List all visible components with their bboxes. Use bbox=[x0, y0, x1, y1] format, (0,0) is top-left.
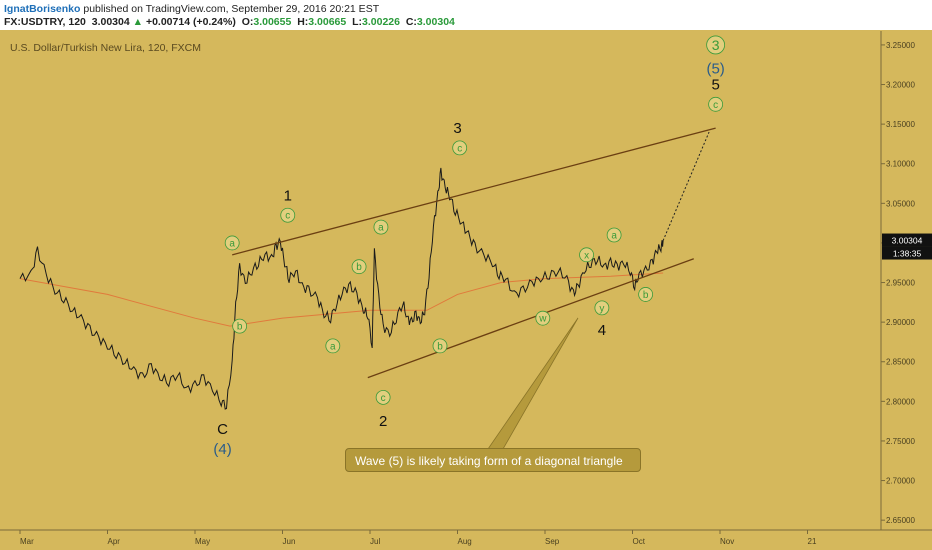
callout-pointer bbox=[487, 317, 579, 450]
upper-channel-line bbox=[232, 127, 716, 256]
wave-label: b bbox=[437, 341, 443, 352]
ohlc-line: FX:USDTRY, 120 3.00304 ▲ +0.00714 (+0.24… bbox=[4, 16, 455, 28]
x-tick-label: Jun bbox=[283, 537, 296, 546]
x-tick-label: 21 bbox=[808, 537, 817, 546]
high-value: 3.00665 bbox=[308, 16, 347, 28]
y-tick-label: 2.70000 bbox=[886, 477, 915, 486]
wave-label-circle bbox=[706, 35, 726, 55]
y-tick-label: 3.05000 bbox=[886, 199, 915, 208]
chart-title: U.S. Dollar/Turkish New Lira, 120, FXCM bbox=[10, 42, 201, 54]
wave-label: (4) bbox=[213, 441, 231, 458]
wave-label-circle bbox=[375, 389, 391, 405]
wave-label-circle bbox=[432, 338, 448, 354]
wave-label-circle bbox=[280, 207, 296, 223]
change-arrow-icon: ▲ bbox=[132, 16, 144, 28]
low-value: 3.00226 bbox=[362, 16, 400, 28]
author-name[interactable]: IgnatBorisenko bbox=[4, 3, 81, 15]
moving-average-line bbox=[19, 272, 664, 327]
wave-label: 2 bbox=[379, 413, 387, 430]
wave-label-circle bbox=[325, 338, 341, 354]
x-tick-label: Jul bbox=[370, 537, 380, 546]
y-tick-label: 2.80000 bbox=[886, 397, 915, 406]
annotation-callout[interactable]: Wave (5) is likely taking form of a diag… bbox=[345, 448, 641, 472]
wave-label-circle bbox=[638, 287, 654, 302]
y-tick-label: 3.20000 bbox=[886, 81, 915, 90]
time-badge-label: 1:38:35 bbox=[893, 249, 922, 259]
wave-label: C bbox=[217, 421, 228, 438]
wave-label: w bbox=[538, 314, 547, 325]
wave-label-circle bbox=[606, 227, 622, 243]
x-tick-label: Oct bbox=[633, 537, 646, 546]
wave-label-circle bbox=[224, 235, 240, 251]
wave-label: c bbox=[713, 100, 718, 111]
wave-label: 1 bbox=[284, 187, 292, 204]
wave-label: 4 bbox=[598, 322, 606, 339]
time-badge bbox=[882, 246, 932, 260]
y-tick-label: 2.75000 bbox=[886, 437, 915, 446]
y-tick-label: 2.65000 bbox=[886, 516, 915, 525]
wave-label: 3 bbox=[712, 37, 720, 53]
wave-label: x bbox=[584, 250, 589, 261]
wave-label: a bbox=[611, 231, 617, 242]
x-tick-label: Aug bbox=[458, 537, 472, 546]
wave-label-circle bbox=[708, 96, 724, 112]
open-label: O: bbox=[241, 16, 254, 28]
wave-label: b bbox=[356, 262, 362, 273]
close-label: C: bbox=[405, 16, 417, 28]
y-tick-label: 3.15000 bbox=[886, 120, 915, 129]
y-tick-label: 2.90000 bbox=[886, 318, 915, 327]
open-value: 3.00655 bbox=[253, 16, 292, 28]
price-badge-label: 3.00304 bbox=[892, 236, 923, 246]
lower-channel-line bbox=[367, 258, 694, 379]
symbol-label: FX:USDTRY, 120 bbox=[4, 16, 86, 28]
wave-label: b bbox=[643, 290, 649, 301]
published-text: published on TradingView.com, September … bbox=[83, 3, 380, 15]
y-tick-label: 3.25000 bbox=[886, 41, 915, 50]
price-change: +0.00714 (+0.24%) bbox=[145, 16, 236, 28]
wave-label: (5) bbox=[706, 61, 724, 78]
wave-label-circle bbox=[452, 140, 468, 156]
wave-label: y bbox=[599, 303, 604, 314]
wave-label-circle bbox=[579, 247, 594, 263]
x-tick-label: Nov bbox=[720, 537, 734, 546]
projection-line bbox=[662, 131, 710, 241]
wave-label-circle bbox=[373, 219, 389, 235]
price-axis-panel bbox=[881, 31, 932, 550]
x-tick-label: May bbox=[195, 537, 210, 546]
wave-label-circle bbox=[535, 310, 551, 326]
y-tick-label: 3.10000 bbox=[886, 160, 915, 169]
high-label: H: bbox=[297, 16, 309, 28]
last-price: 3.00304 bbox=[91, 16, 130, 28]
wave-label: c bbox=[457, 143, 462, 154]
wave-label: 3 bbox=[453, 120, 461, 137]
wave-label-circle bbox=[594, 300, 610, 316]
price-line bbox=[19, 167, 664, 410]
price-badge bbox=[882, 233, 932, 247]
wave-label: a bbox=[330, 341, 336, 352]
header-bar: IgnatBorisenko published on TradingView.… bbox=[0, 0, 932, 30]
wave-label: a bbox=[378, 223, 384, 234]
wave-label: c bbox=[381, 393, 386, 404]
y-tick-label: 2.95000 bbox=[886, 279, 915, 288]
wave-label: 5 bbox=[711, 77, 719, 94]
wave-label: b bbox=[237, 322, 243, 333]
wave-label-circle bbox=[351, 259, 367, 275]
publish-line: IgnatBorisenko published on TradingView.… bbox=[4, 3, 379, 15]
close-value: 3.00304 bbox=[416, 16, 455, 28]
x-tick-label: Apr bbox=[108, 537, 121, 546]
x-tick-label: Mar bbox=[20, 537, 34, 546]
y-tick-label: 2.85000 bbox=[886, 358, 915, 367]
x-tick-label: Sep bbox=[545, 537, 560, 546]
wave-label: a bbox=[229, 238, 235, 249]
wave-label: c bbox=[285, 211, 290, 222]
wave-label-circle bbox=[232, 318, 248, 334]
low-label: L: bbox=[352, 16, 363, 28]
